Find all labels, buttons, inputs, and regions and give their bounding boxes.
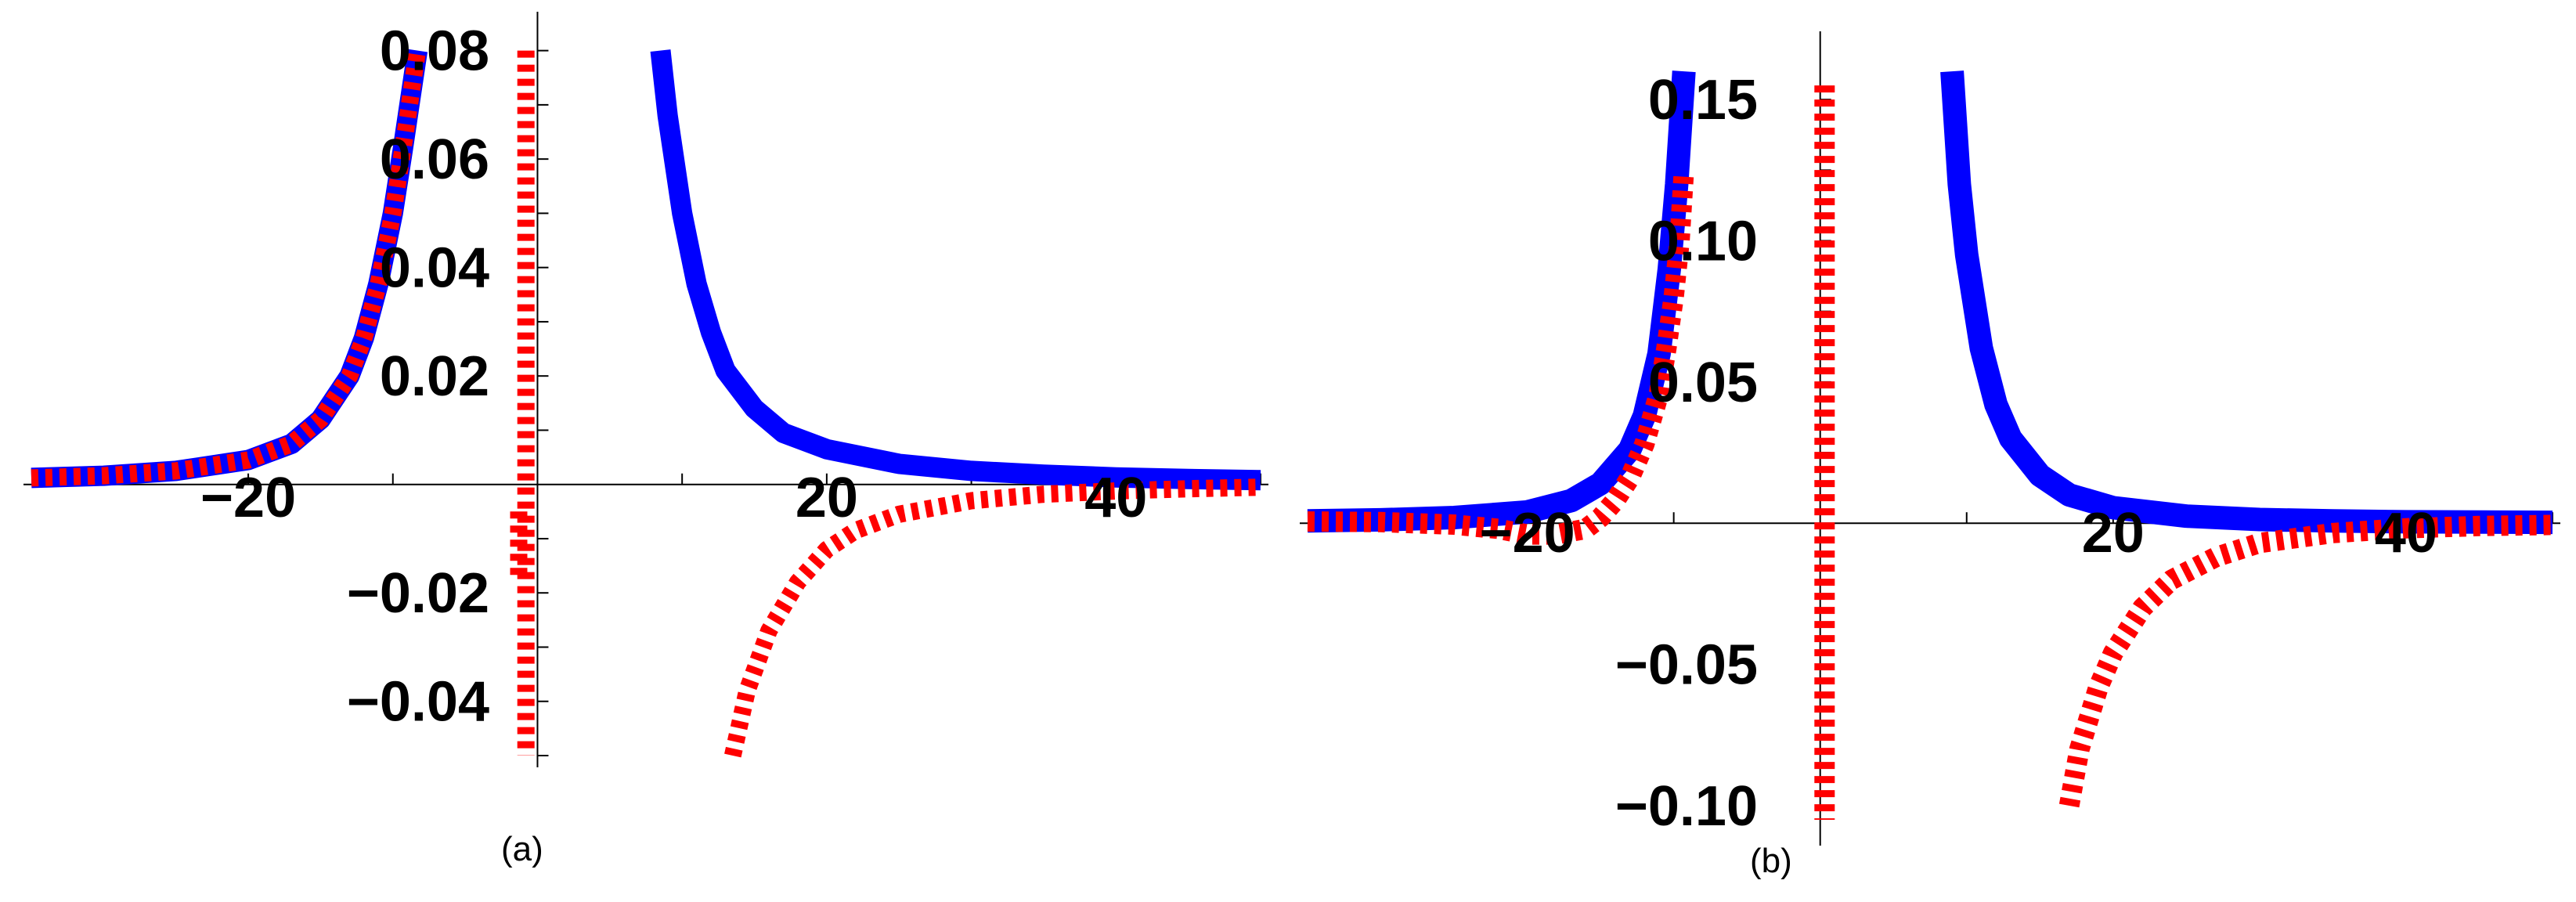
- chart-a-x-tick-label: 20: [796, 467, 858, 529]
- chart-panel-a: −20 20 40 −0.04 −0.02 0.02 0.04 0.06 0.08 (a): [23, 12, 1268, 868]
- chart-b-y-tick-label: 0.10: [1648, 211, 1758, 273]
- chart-a-y-tick-label: −0.02: [347, 562, 489, 625]
- chart-a-y-tick-label: 0.06: [380, 128, 489, 191]
- chart-b-series-solid-blue: [1940, 70, 2553, 535]
- chart-a-y-tick-label: 0.08: [380, 20, 489, 83]
- chart-a-x-tick-label: 40: [1084, 467, 1147, 529]
- chart-b-x-tick-label: 40: [2375, 502, 2437, 565]
- chart-a-y-tick-label: −0.04: [347, 671, 489, 734]
- chart-a-series-solid-blue: [31, 49, 428, 489]
- chart-b-series-dotted-red: [2058, 514, 2553, 808]
- chart-a-caption: (a): [501, 830, 543, 868]
- chart-b-y-tick-label: 0.05: [1648, 352, 1758, 414]
- chart-b-x-tick-label: 20: [2082, 502, 2145, 565]
- chart-b-x-tick-label: −20: [1480, 502, 1575, 565]
- chart-b-y-tick-label: −0.10: [1615, 775, 1758, 838]
- chart-b-series-solid-blue: [1307, 70, 1696, 533]
- chart-a-series-dotted-red: [724, 478, 1261, 758]
- chart-a-series-solid-blue: [650, 49, 1261, 491]
- chart-b-y-tick-label: 0.15: [1648, 69, 1758, 132]
- chart-a-y-tick-label: 0.02: [380, 345, 489, 408]
- chart-b-series-dotted-red: [1307, 169, 1694, 545]
- chart-b-y-tick-label: −0.05: [1615, 634, 1758, 697]
- chart-a-y-tick-label: 0.04: [380, 237, 489, 300]
- chart-panel-b: −20 20 40 −0.10 −0.05 0.05 0.10 0.15 (b): [1288, 0, 2576, 902]
- chart-a-x-tick-label: −20: [200, 467, 296, 529]
- chart-a-plot: −20 20 40 −0.04 −0.02 0.02 0.04 0.06 0.08: [23, 12, 1268, 767]
- chart-a-series-dotted-red: [31, 49, 427, 487]
- chart-b-caption: (b): [1750, 842, 1792, 880]
- chart-b-plot: −20 20 40 −0.10 −0.05 0.05 0.10 0.15: [1300, 31, 2560, 846]
